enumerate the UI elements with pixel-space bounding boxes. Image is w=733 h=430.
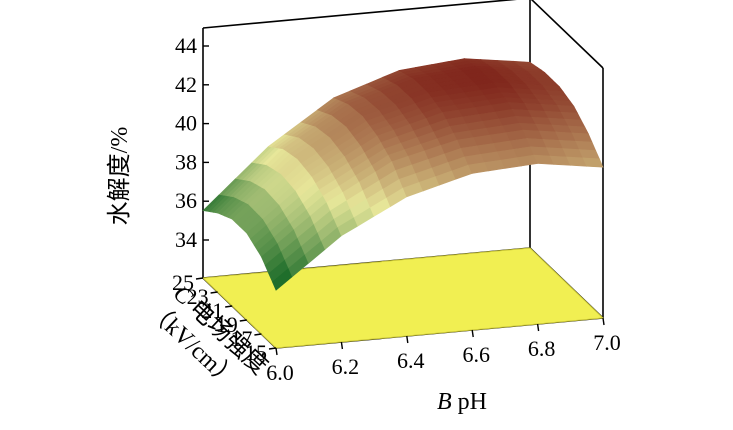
x-axis-label-text: pH [452,389,487,415]
z-axis-ticks: 34 36 38 40 42 44 [175,33,197,252]
floor-contour-plane [201,247,605,349]
y-tick-mark [239,319,247,322]
x-axis-label: B pH [437,389,487,415]
x-axis-variable: B [437,389,452,415]
z-tick-label: 44 [175,33,197,58]
y-tick-mark [210,291,218,294]
y-tick-label: 23 [187,284,209,309]
y-tick-mark [268,347,277,350]
z-tick-label: 40 [175,111,197,136]
x-tick-mark [471,329,474,338]
y-tick-label: 17 [230,326,252,351]
x-tick-label: 6.8 [528,336,556,361]
x-tick-mark [602,317,605,326]
y-tick-label: 19 [216,312,238,337]
z-tick-label: 42 [175,72,197,97]
y-axis-ticks: 15 17 19 21 23 25 [172,270,267,365]
z-tick-label: 36 [175,188,197,213]
x-tick-mark [406,335,409,344]
x-tick-label: 7.0 [593,330,621,355]
x-tick-mark [340,341,344,350]
y-tick-mark [225,305,233,308]
z-tick-label: 38 [175,149,197,174]
x-tick-label: 6.6 [462,342,490,367]
y-tick-label: 21 [201,298,223,323]
y-tick-label: 15 [245,340,267,365]
box-edge-top-back [202,0,517,29]
x-axis-ticks: 6.0 6.2 6.4 6.6 6.8 7.0 [266,330,621,385]
z-axis-label: 水解度/% [106,127,133,226]
y-tick-mark [195,277,204,280]
x-tick-mark [275,347,278,356]
y-tick-mark [254,333,262,336]
y-tick-label: 25 [172,270,194,295]
tick-marks [195,45,605,356]
x-tick-label: 6.0 [266,360,294,385]
x-tick-label: 6.4 [397,348,425,373]
response-surface [202,58,604,291]
surface-patch [582,157,604,168]
box-edge-top-right [530,0,604,69]
x-tick-label: 6.2 [332,354,360,379]
z-tick-label: 34 [175,227,197,252]
x-tick-mark [536,323,540,332]
